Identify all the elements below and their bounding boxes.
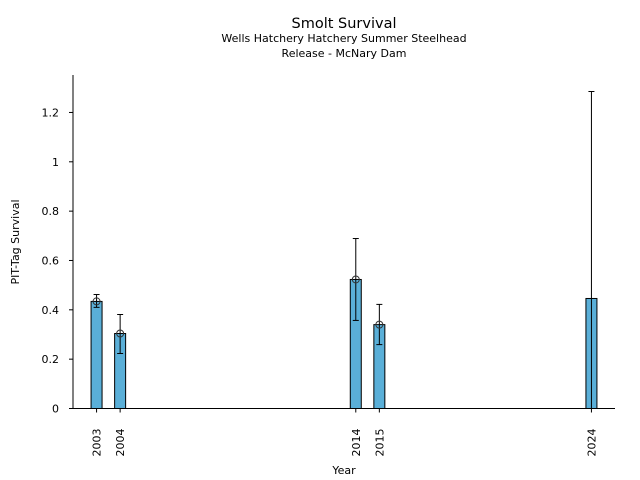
y-tick-label: 1.2 — [42, 106, 60, 119]
point-marker — [92, 297, 101, 306]
y-axis-label: PIT-Tag Survival — [9, 199, 22, 284]
y-tick-label: 0.2 — [42, 353, 60, 366]
bar — [90, 300, 103, 409]
x-tick-label: 2014 — [350, 429, 363, 457]
x-tick-label: 2004 — [114, 429, 127, 457]
y-tick-label: 0 — [52, 403, 59, 416]
x-tick-label: 2003 — [91, 429, 104, 457]
y-tick-label: 0.4 — [42, 304, 60, 317]
point-marker — [375, 320, 384, 329]
chart-subtitle-2: Release - McNary Dam — [282, 47, 407, 60]
y-tick-label: 0.6 — [42, 254, 60, 267]
y-tick-label: 0.8 — [42, 205, 60, 218]
y-tick-label: 1 — [52, 156, 59, 169]
point-marker — [116, 329, 125, 338]
x-tick-label: 2024 — [585, 429, 598, 457]
x-axis-label: Year — [331, 464, 356, 477]
point-marker — [351, 275, 360, 284]
chart-subtitle-1: Wells Hatchery Hatchery Summer Steelhead — [221, 32, 466, 45]
x-tick-label: 2015 — [373, 429, 386, 457]
chart-title: Smolt Survival — [292, 16, 397, 32]
